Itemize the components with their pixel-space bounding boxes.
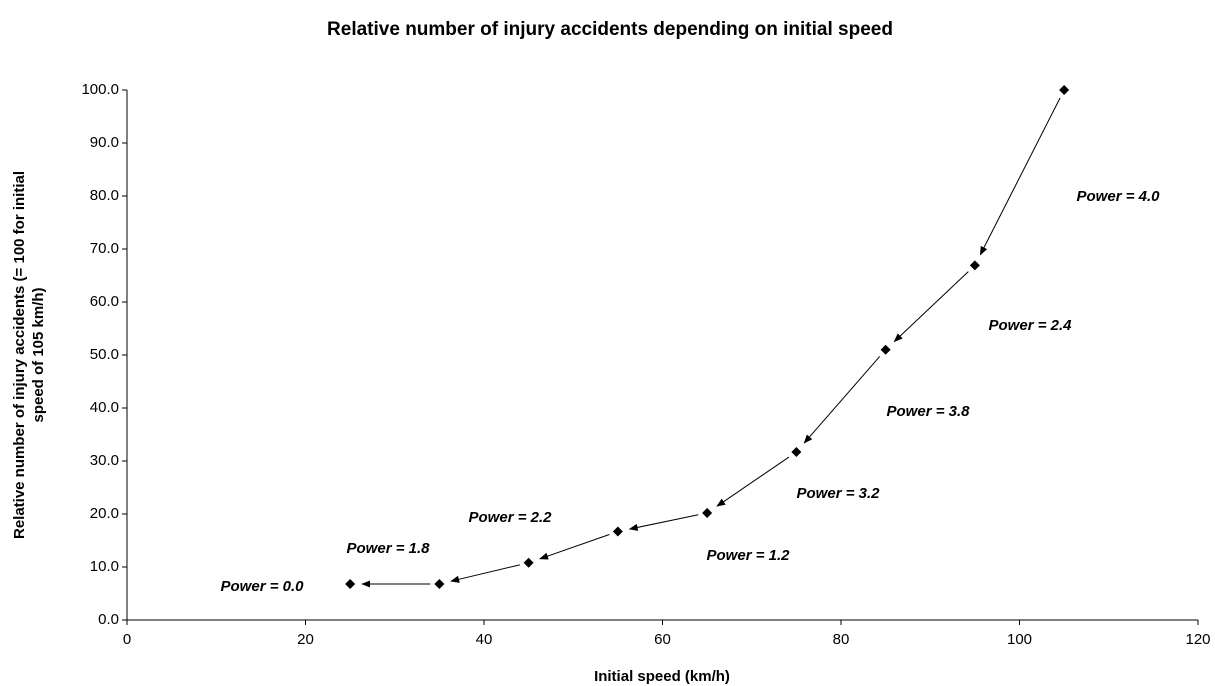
y-tick-label: 20.0 [90, 505, 119, 522]
y-tick-label: 90.0 [90, 134, 119, 151]
x-tick-label: 120 [1185, 631, 1210, 648]
y-tick-label: 100.0 [81, 81, 119, 98]
point [345, 578, 356, 589]
point [969, 260, 980, 271]
point [880, 344, 891, 355]
x-tick-label: 80 [833, 631, 850, 648]
annotation: Power = 2.4 [989, 317, 1073, 334]
annotation: Power = 1.8 [347, 540, 431, 557]
annotation: Power = 3.8 [887, 403, 971, 420]
arrow [539, 533, 610, 560]
annotation: Power = 1.2 [707, 547, 791, 564]
x-tick-label: 0 [123, 631, 131, 648]
point [523, 557, 534, 568]
point [702, 507, 713, 518]
annotation: Power = 0.0 [221, 578, 305, 595]
point [434, 578, 445, 589]
y-tick-label: 10.0 [90, 558, 119, 575]
arrow [716, 456, 790, 507]
annotation: Power = 4.0 [1077, 188, 1161, 205]
x-tick-label: 60 [654, 631, 671, 648]
y-tick-label: 60.0 [90, 293, 119, 310]
point [612, 526, 623, 537]
point [791, 446, 802, 457]
y-tick-label: 70.0 [90, 240, 119, 257]
x-tick-label: 40 [476, 631, 493, 648]
annotation: Power = 2.2 [469, 509, 553, 526]
x-axis-label: Initial speed (km/h) [594, 668, 730, 685]
y-tick-label: 40.0 [90, 399, 119, 416]
y-axis-label-line: speed of 105 km/h) [30, 287, 47, 422]
arrow [628, 514, 699, 531]
point [1059, 85, 1070, 95]
x-tick-label: 20 [297, 631, 314, 648]
x-tick-label: 100 [1007, 631, 1032, 648]
arrow [979, 97, 1061, 256]
y-tick-label: 30.0 [90, 452, 119, 469]
arrow [803, 356, 881, 444]
annotation: Power = 3.2 [797, 485, 881, 502]
y-tick-label: 50.0 [90, 346, 119, 363]
y-tick-label: 80.0 [90, 187, 119, 204]
arrow [450, 564, 520, 583]
y-axis-label: Relative number of injury accidents (= 1… [11, 171, 47, 539]
arrow [893, 271, 969, 343]
chart-title: Relative number of injury accidents depe… [327, 19, 893, 40]
y-tick-label: 0.0 [98, 611, 119, 628]
y-axis-label-line: Relative number of injury accidents (= 1… [11, 171, 28, 539]
